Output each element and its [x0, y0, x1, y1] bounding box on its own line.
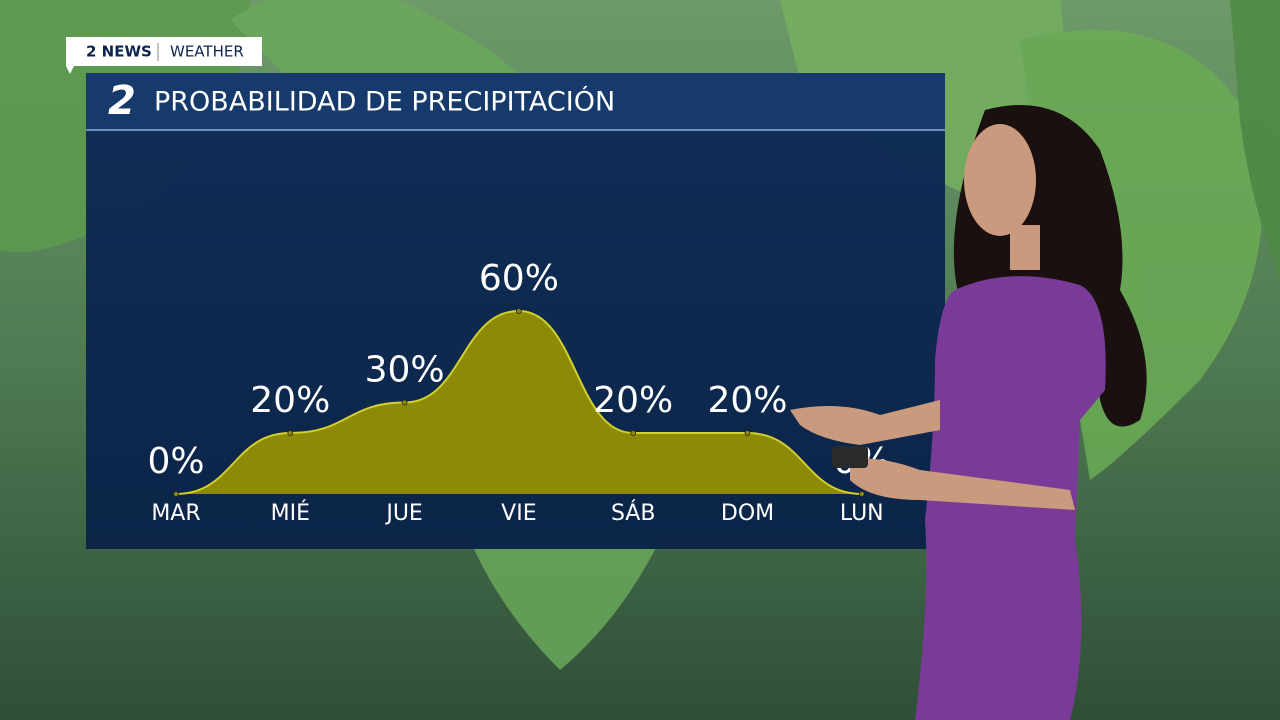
- news-tag: [66, 37, 262, 66]
- point-marker: [173, 491, 179, 497]
- point-marker: [858, 491, 865, 497]
- news-tag-pointer: [66, 66, 74, 74]
- presenter: [790, 105, 1147, 720]
- point-marker: [744, 430, 751, 436]
- value-label: 0%: [147, 441, 204, 482]
- value-label: 20%: [593, 380, 673, 421]
- category-label: JUE: [384, 501, 423, 526]
- value-label: 20%: [707, 380, 787, 421]
- category-label: SÁB: [611, 500, 656, 526]
- section-name: WEATHER: [170, 43, 244, 61]
- value-label: 20%: [250, 380, 330, 421]
- category-label: DOM: [721, 501, 774, 526]
- category-label: MIÉ: [271, 500, 310, 526]
- point-marker: [630, 430, 637, 436]
- title-bar: [86, 73, 945, 130]
- category-label: MAR: [151, 501, 200, 526]
- category-label: LUN: [840, 501, 884, 526]
- category-label: VIE: [501, 501, 536, 526]
- station-logo: 2: [108, 78, 136, 124]
- value-label: 60%: [479, 258, 559, 299]
- point-marker: [287, 430, 294, 436]
- precip-area: [176, 311, 862, 494]
- value-label: 30%: [365, 350, 445, 391]
- point-marker: [516, 308, 522, 314]
- station-name: 2 NEWS: [86, 43, 152, 61]
- point-marker: [401, 399, 408, 406]
- chart-title: PROBABILIDAD DE PRECIPITACIÓN: [154, 86, 615, 118]
